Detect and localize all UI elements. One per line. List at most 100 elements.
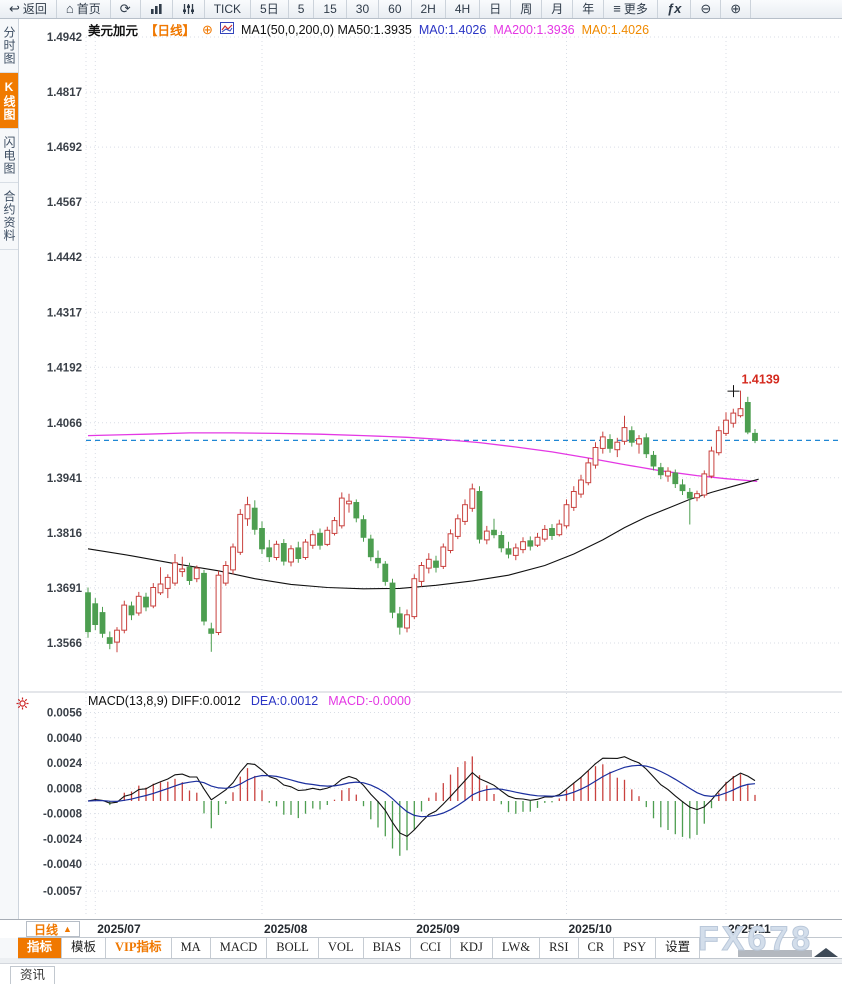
- toolbar-button-home[interactable]: ⌂ 首页: [57, 0, 111, 18]
- tab-LW&[interactable]: LW&: [492, 938, 541, 958]
- toolbar-button-monthly[interactable]: 月: [542, 0, 574, 18]
- toolbar-button-refresh[interactable]: ⟳: [111, 0, 141, 18]
- macd-value-readout: MACD:-0.0000: [328, 694, 411, 708]
- macd-line-readout: MACD(13,8,9) DIFF:0.0012: [88, 694, 241, 708]
- ma200-readout: MA200:1.3936: [493, 22, 575, 37]
- month-label: 2025/11: [728, 922, 771, 936]
- sidebar-item-kline-chart[interactable]: K线图: [0, 73, 18, 129]
- chart-icon: [150, 3, 163, 15]
- tab-VIP指标[interactable]: VIP指标: [106, 938, 172, 958]
- svg-text:1.4317: 1.4317: [47, 307, 82, 319]
- tab-模板[interactable]: 模板: [62, 938, 107, 958]
- svg-text:1.4817: 1.4817: [47, 87, 82, 99]
- svg-text:1.4066: 1.4066: [47, 418, 82, 430]
- tab-BIAS[interactable]: BIAS: [363, 938, 412, 958]
- toolbar-button-h4[interactable]: 4H: [446, 0, 481, 18]
- toolbar-button-m30[interactable]: 30: [347, 0, 380, 18]
- tab-MA[interactable]: MA: [171, 938, 211, 958]
- toolbar-button-m60[interactable]: 60: [379, 0, 412, 18]
- toolbar-button-back[interactable]: ↩ 返回: [0, 0, 57, 18]
- svg-text:1.4567: 1.4567: [47, 197, 82, 209]
- candlestick-chart[interactable]: 1.4942 1.4817 1.4692 1.4567 1.4442 1.4317 1.41…: [20, 18, 842, 919]
- tab-CR[interactable]: CR: [578, 938, 615, 958]
- zoomout-icon: ⊖: [700, 1, 712, 16]
- svg-text:1.4139: 1.4139: [742, 373, 780, 387]
- period-label: 【日线】: [145, 24, 196, 38]
- svg-text:1.3566: 1.3566: [47, 638, 82, 650]
- back-icon: ↩: [9, 1, 20, 16]
- toolbar-button-weekly[interactable]: 周: [511, 0, 543, 18]
- sidebar-item-time-share-chart[interactable]: 分时图: [0, 19, 18, 73]
- svg-text:1.4942: 1.4942: [47, 32, 82, 44]
- news-tab[interactable]: 资讯: [10, 966, 56, 984]
- dropdown-arrow-icon: ▲: [63, 924, 72, 934]
- svg-text:-0.0008: -0.0008: [43, 809, 83, 821]
- ma0-orange-readout: MA0:1.4026: [581, 22, 650, 37]
- divider: [0, 958, 842, 963]
- toolbar-button-daily[interactable]: 日: [480, 0, 512, 18]
- tab-KDJ[interactable]: KDJ: [450, 938, 493, 958]
- sliders-icon: [182, 3, 195, 15]
- toolbar-button-tick[interactable]: TICK: [205, 0, 252, 18]
- add-symbol-icon[interactable]: ⊕: [202, 21, 213, 37]
- tab-指标[interactable]: 指标: [18, 938, 63, 958]
- tab-PSY[interactable]: PSY: [614, 938, 657, 958]
- horizontal-scrollbar[interactable]: [738, 950, 812, 957]
- fx-icon: ƒx: [666, 1, 682, 16]
- collapse-panel-arrow[interactable]: [814, 948, 838, 957]
- home-icon: ⌂: [65, 1, 74, 16]
- sidebar-item-lightning-chart[interactable]: 闪电图: [0, 129, 18, 183]
- toolbar-button-zoom-out[interactable]: ⊖: [691, 0, 722, 18]
- mini-chart-icon: [219, 22, 234, 37]
- macd-settings-icon[interactable]: [16, 697, 29, 715]
- svg-text:1.3816: 1.3816: [47, 528, 82, 540]
- toolbar-button-chart-type[interactable]: [141, 0, 173, 18]
- svg-text:0.0040: 0.0040: [47, 733, 82, 745]
- svg-text:0.0056: 0.0056: [47, 708, 82, 720]
- svg-text:-0.0040: -0.0040: [43, 859, 82, 871]
- svg-text:1.4192: 1.4192: [47, 362, 82, 374]
- toolbar-button-zoom-in[interactable]: ⊕: [721, 0, 752, 18]
- tab-RSI[interactable]: RSI: [540, 938, 579, 958]
- svg-text:1.4442: 1.4442: [47, 252, 82, 264]
- tab-VOL[interactable]: VOL: [318, 938, 364, 958]
- svg-text:-0.0057: -0.0057: [43, 886, 82, 898]
- month-label: 2025/09: [416, 922, 460, 936]
- toolbar-button-m5[interactable]: 5: [289, 0, 315, 18]
- toolbar-button-yearly[interactable]: 年: [573, 0, 605, 18]
- month-label: 2025/08: [264, 922, 308, 936]
- chart-header: 美元加元 【日线】 ⊕ MA1(50,0,200,0) MA50:1.3935 …: [88, 20, 649, 39]
- tab-CCI[interactable]: CCI: [411, 938, 451, 958]
- refresh-icon: ⟳: [119, 1, 131, 16]
- symbol-name: 美元加元: [88, 24, 139, 38]
- ma0-blue-readout: MA0:1.4026: [418, 22, 487, 37]
- toolbar-button-h2[interactable]: 2H: [412, 0, 446, 18]
- tab-BOLL[interactable]: BOLL: [267, 938, 319, 958]
- macd-header: MACD(13,8,9) DIFF:0.0012 DEA:0.0012 MACD…: [88, 694, 411, 708]
- indicator-tabbar: 指标 模板 VIP指标 MA MACD BOLL VOL BIAS CCI KDJ LW& RSI CR…: [18, 937, 842, 959]
- menu-icon: ≡: [613, 1, 621, 16]
- macd-dea-readout: DEA:0.0012: [250, 694, 319, 708]
- ma-settings-readout: MA1(50,0,200,0) MA50:1.3935: [240, 22, 412, 37]
- chart-type-sidebar: 分时图 K线图 闪电图 合约资料: [0, 19, 19, 963]
- toolbar-button-indicator-settings[interactable]: [173, 0, 205, 18]
- news-bar: 资讯: [0, 963, 842, 984]
- tab-设置[interactable]: 设置: [656, 938, 701, 958]
- svg-text:1.3691: 1.3691: [47, 583, 83, 595]
- period-dropdown[interactable]: 日线 ▲: [26, 921, 80, 937]
- month-label: 2025/07: [97, 922, 141, 936]
- toolbar-button-5day[interactable]: 5日: [251, 0, 289, 18]
- date-axis: 日线 ▲ 2025/07 2025/08 2025/09 2025/10 2025/11: [0, 919, 842, 938]
- toolbar-button-more[interactable]: ≡ 更多: [604, 0, 658, 18]
- svg-text:0.0008: 0.0008: [47, 783, 83, 795]
- sidebar-item-contract-info[interactable]: 合约资料: [0, 183, 18, 250]
- zoomin-icon: ⊕: [730, 1, 742, 16]
- toolbar: ↩ 返回 ⌂ 首页 ⟳ TICK 5日 5 15 30 60 2H 4H 日周月年 ≡ 更多 ƒx ⊖ ⊕: [0, 0, 842, 19]
- tab-MACD[interactable]: MACD: [210, 938, 268, 958]
- svg-text:0.0024: 0.0024: [47, 758, 83, 770]
- svg-text:-0.0024: -0.0024: [43, 834, 83, 846]
- toolbar-button-fx-function[interactable]: ƒx: [658, 0, 692, 18]
- toolbar-button-m15[interactable]: 15: [314, 0, 347, 18]
- svg-text:1.4692: 1.4692: [47, 142, 82, 154]
